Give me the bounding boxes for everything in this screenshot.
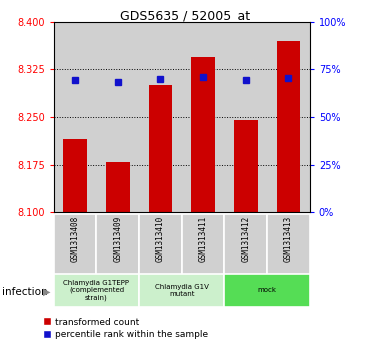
Bar <box>182 22 224 212</box>
Text: mock: mock <box>257 287 277 293</box>
Bar <box>63 139 87 212</box>
Bar <box>277 41 300 212</box>
Bar <box>96 214 139 274</box>
Bar <box>96 22 139 212</box>
Text: infection: infection <box>2 287 47 297</box>
Text: GSM1313413: GSM1313413 <box>284 216 293 262</box>
Bar <box>54 214 96 274</box>
Text: GSM1313408: GSM1313408 <box>70 216 80 262</box>
Text: GSM1313412: GSM1313412 <box>241 216 250 262</box>
Text: GSM1313411: GSM1313411 <box>198 216 208 262</box>
Legend: transformed count, percentile rank within the sample: transformed count, percentile rank withi… <box>42 317 209 340</box>
Bar <box>54 274 139 307</box>
Bar <box>224 274 310 307</box>
Bar <box>149 85 172 212</box>
Bar <box>139 214 182 274</box>
Text: Chlamydia G1V
mutant: Chlamydia G1V mutant <box>155 284 209 297</box>
Bar <box>139 274 224 307</box>
Text: GSM1313409: GSM1313409 <box>113 216 122 262</box>
Bar <box>267 214 310 274</box>
Bar <box>234 120 257 212</box>
Bar <box>224 214 267 274</box>
Text: ▶: ▶ <box>43 287 50 297</box>
Text: Chlamydia G1TEPP
(complemented
strain): Chlamydia G1TEPP (complemented strain) <box>63 280 129 301</box>
Bar <box>139 22 182 212</box>
Bar <box>224 22 267 212</box>
Bar <box>267 22 310 212</box>
Bar <box>191 57 215 212</box>
Text: GDS5635 / 52005_at: GDS5635 / 52005_at <box>121 9 250 22</box>
Text: GSM1313410: GSM1313410 <box>156 216 165 262</box>
Bar <box>182 214 224 274</box>
Bar <box>106 162 129 212</box>
Bar <box>54 22 96 212</box>
